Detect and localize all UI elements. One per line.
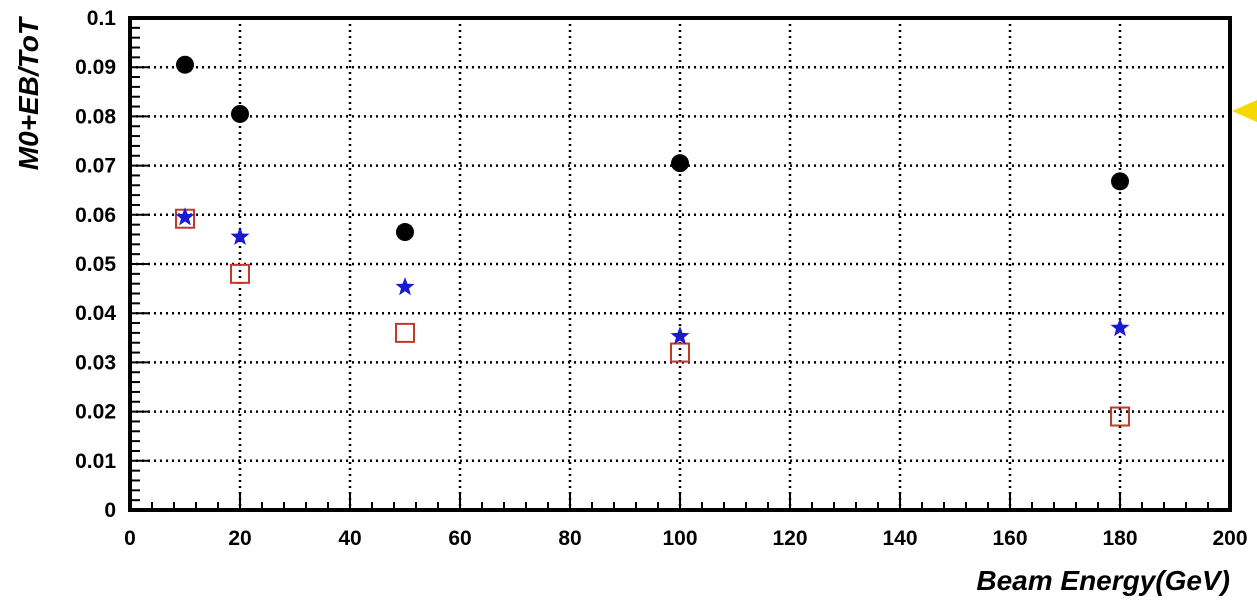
y-tick-label: 0.09 — [75, 56, 116, 79]
x-tick-label: 20 — [228, 527, 251, 550]
x-axis-title: Beam Energy(GeV) — [976, 565, 1230, 596]
x-tick-label: 200 — [1212, 527, 1247, 550]
data-point-star — [175, 207, 195, 226]
y-tick-label: 0.1 — [87, 7, 117, 30]
x-tick-labels: 0 20 40 60 80 100 120 140 160 180 200 — [124, 527, 1247, 550]
data-points — [175, 55, 1130, 427]
y-tick-label: 0.04 — [75, 302, 116, 325]
data-point-circle — [231, 104, 249, 123]
data-point-square — [1110, 406, 1130, 427]
x-tick-label: 140 — [882, 527, 917, 550]
data-point-square — [670, 342, 690, 363]
y-tick-label: 0 — [104, 499, 116, 522]
grid-lines — [130, 18, 1230, 510]
x-tick-label: 60 — [448, 527, 471, 550]
data-point-circle — [396, 223, 414, 242]
y-tick-label: 0.05 — [75, 253, 116, 276]
data-point-star — [230, 226, 250, 245]
y-tick-label: 0.03 — [75, 351, 116, 374]
y-axis-title: M0+EB/ToT — [13, 15, 44, 170]
x-tick-label: 0 — [124, 527, 136, 550]
x-tick-label: 80 — [558, 527, 581, 550]
data-point-circle — [1111, 172, 1129, 191]
data-point-star — [1110, 318, 1130, 337]
data-point-square — [395, 322, 415, 343]
y-tick-label: 0.07 — [75, 155, 116, 178]
y-tick-label: 0.06 — [75, 204, 116, 227]
x-tick-label: 160 — [992, 527, 1027, 550]
data-point-star — [395, 277, 415, 296]
data-point-square — [230, 263, 250, 284]
x-tick-label: 120 — [772, 527, 807, 550]
y-tick-label: 0.01 — [75, 450, 116, 473]
y-tick-label: 0.08 — [75, 105, 116, 128]
y-tick-labels: 0 0.01 0.02 0.03 0.04 0.05 0.06 0.07 0.08 0.09 0.1 — [75, 7, 116, 522]
x-tick-label: 180 — [1102, 527, 1137, 550]
edge-triangle-marker — [1232, 100, 1257, 122]
x-tick-label: 100 — [662, 527, 697, 550]
x-tick-label: 40 — [338, 527, 361, 550]
data-point-circle — [176, 55, 194, 74]
y-tick-label: 0.02 — [75, 401, 116, 424]
plot-frame — [128, 16, 1232, 512]
data-point-star — [670, 326, 690, 345]
data-point-circle — [671, 154, 689, 173]
